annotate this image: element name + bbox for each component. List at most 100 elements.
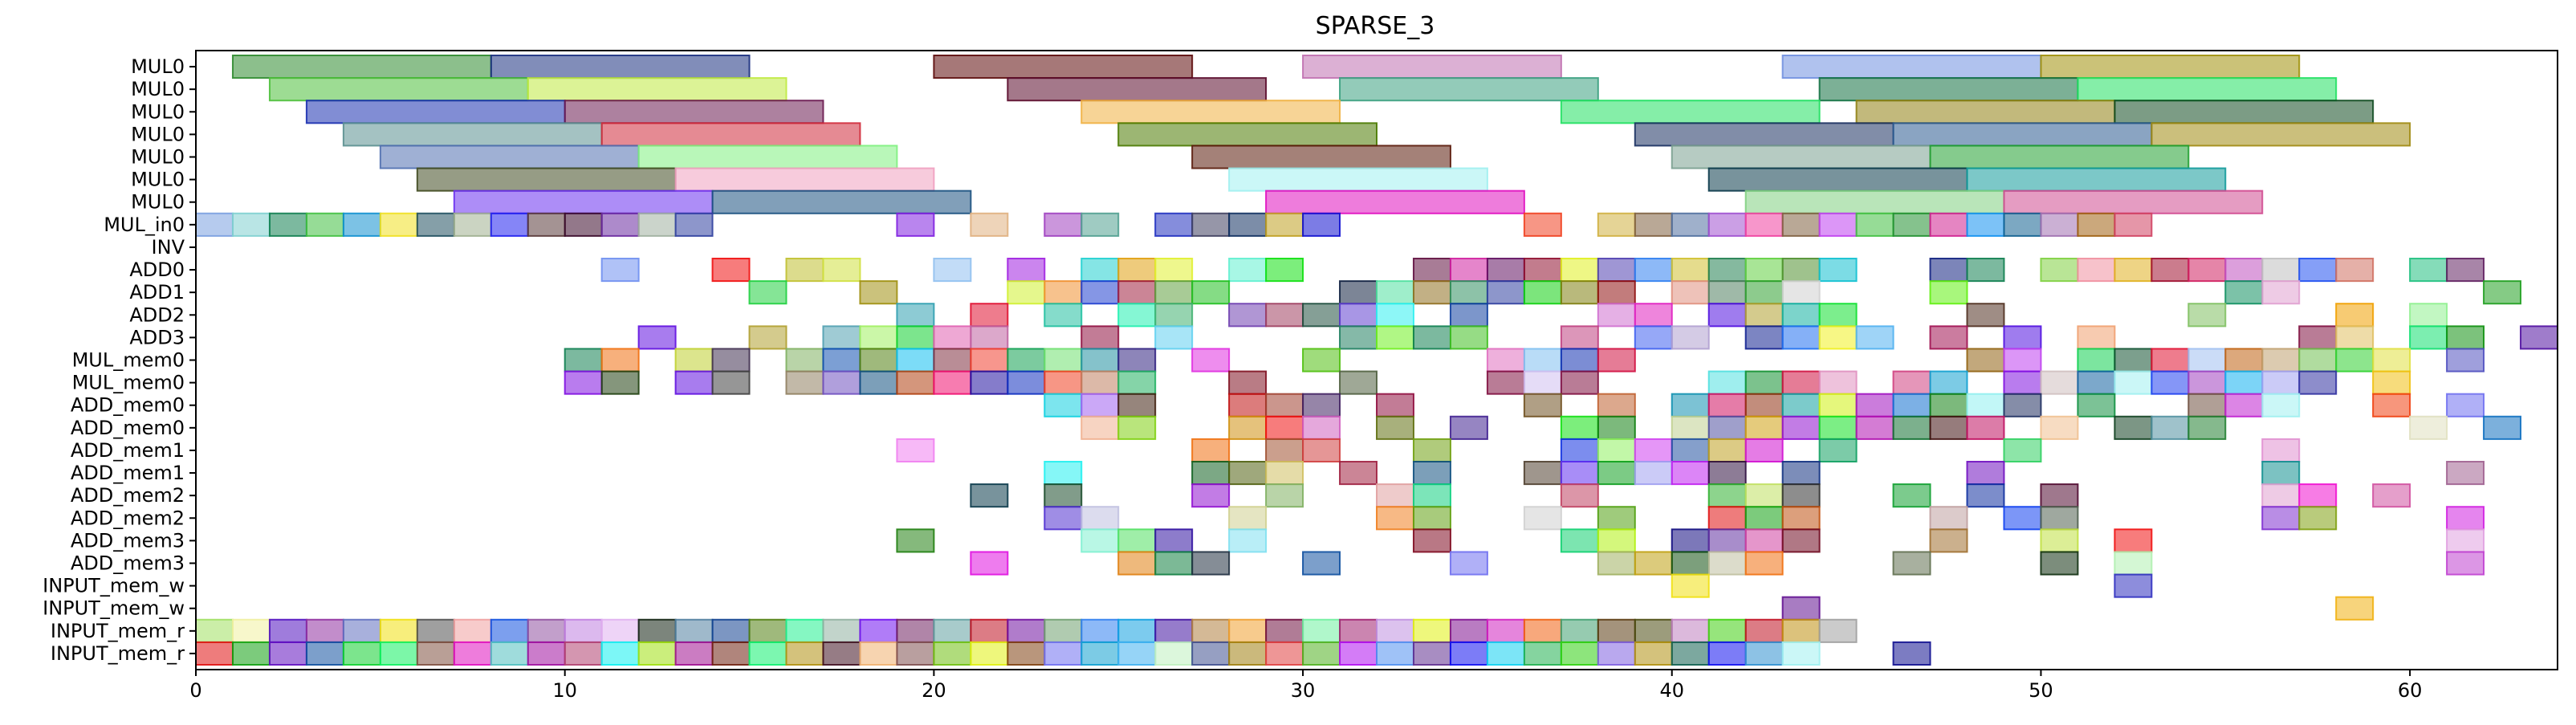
y-tick-label: INPUT_mem_w (43, 575, 185, 597)
task-bar (1449, 280, 1488, 305)
task-bar (2003, 370, 2042, 395)
task-bar (2372, 348, 2411, 373)
y-tick-label: ADD2 (129, 303, 185, 326)
task-bar (2446, 461, 2485, 486)
task-bar (1080, 370, 1120, 395)
task-bar (2261, 370, 2301, 395)
task-bar (1707, 483, 1747, 508)
task-bar (195, 212, 234, 237)
task-bar (1781, 370, 1821, 395)
task-bar (1892, 483, 1931, 508)
task-bar (1892, 212, 1931, 237)
task-bar (490, 641, 529, 666)
task-bar (1376, 483, 1414, 508)
task-bar (748, 618, 787, 643)
x-tick-label: 10 (552, 679, 577, 702)
task-bar (600, 370, 640, 395)
task-bar (600, 122, 861, 147)
task-bar (2298, 325, 2338, 350)
task-bar (1117, 122, 1378, 147)
task-bar (564, 348, 603, 373)
task-bar (785, 618, 824, 643)
task-bar (1707, 618, 1747, 643)
task-bar (1781, 258, 1821, 283)
task-bar (1671, 551, 1710, 576)
task-bar (1929, 212, 1968, 237)
y-tick-label: ADD_mem1 (71, 462, 185, 484)
task-bar (1634, 258, 1673, 283)
task-bar (2446, 551, 2485, 576)
task-bar (1191, 438, 1231, 463)
task-bar (1560, 438, 1599, 463)
task-bar (564, 212, 603, 237)
task-bar (1929, 325, 1968, 350)
x-tick-label: 0 (189, 679, 201, 702)
task-bar (933, 55, 1194, 79)
task-bar (2446, 528, 2485, 553)
task-bar (2040, 528, 2079, 553)
task-bar (2409, 258, 2448, 283)
task-bar (1080, 100, 1341, 124)
task-bar (1523, 280, 1562, 305)
task-bar (1818, 618, 1858, 643)
task-bar (2409, 325, 2448, 350)
task-bar (1781, 483, 1821, 508)
task-bar (1966, 212, 2005, 237)
task-bar (1080, 348, 1120, 373)
task-bar (2409, 303, 2448, 328)
task-bar (1412, 280, 1451, 305)
task-bar (1634, 438, 1673, 463)
task-bar (2077, 325, 2116, 350)
task-bar (1744, 438, 1784, 463)
task-bar (2003, 438, 2042, 463)
task-bar (527, 618, 566, 643)
task-bar (1376, 415, 1414, 440)
task-bar (600, 641, 640, 666)
task-bar (1449, 641, 1488, 666)
task-bar (1707, 415, 1747, 440)
task-bar (1818, 303, 1858, 328)
task-bar (268, 641, 307, 666)
task-bar (1781, 55, 2042, 79)
task-bar (1929, 506, 1968, 531)
task-bar (2298, 506, 2338, 531)
task-bar (1412, 618, 1451, 643)
task-bar (1818, 325, 1858, 350)
task-bar (1376, 393, 1414, 417)
task-bar (1044, 393, 1083, 417)
task-bar (379, 212, 418, 237)
task-bar (1044, 280, 1083, 305)
task-bar (1339, 280, 1378, 305)
task-bar (1560, 100, 1821, 124)
task-bar (637, 618, 677, 643)
task-bar (1080, 393, 1120, 417)
task-bar (1339, 461, 1378, 486)
task-bar (1892, 415, 1931, 440)
y-tick-label: INPUT_mem_r (51, 642, 185, 665)
task-bar (1707, 528, 1747, 553)
task-bar (970, 370, 1009, 395)
task-bar (1449, 303, 1488, 328)
task-bar (1265, 618, 1304, 643)
y-tick-label: MUL0 (131, 123, 185, 145)
task-bar (1412, 483, 1451, 508)
task-bar (1560, 325, 1599, 350)
task-bar (785, 258, 824, 283)
task-bar (1228, 506, 1268, 531)
task-bar (2335, 258, 2375, 283)
task-bar (2003, 348, 2042, 373)
task-bar (859, 348, 898, 373)
task-bar (1080, 528, 1120, 553)
task-bar (1781, 415, 1821, 440)
task-bar (1634, 551, 1673, 576)
task-bar (1007, 77, 1268, 102)
task-bar (2187, 393, 2227, 417)
task-bar (1671, 325, 1710, 350)
task-bar (268, 77, 529, 102)
y-tick-label: ADD_mem3 (71, 529, 185, 552)
task-bar (896, 303, 935, 328)
task-bar (1007, 641, 1046, 666)
task-bar (1080, 280, 1120, 305)
task-bar (1117, 348, 1157, 373)
